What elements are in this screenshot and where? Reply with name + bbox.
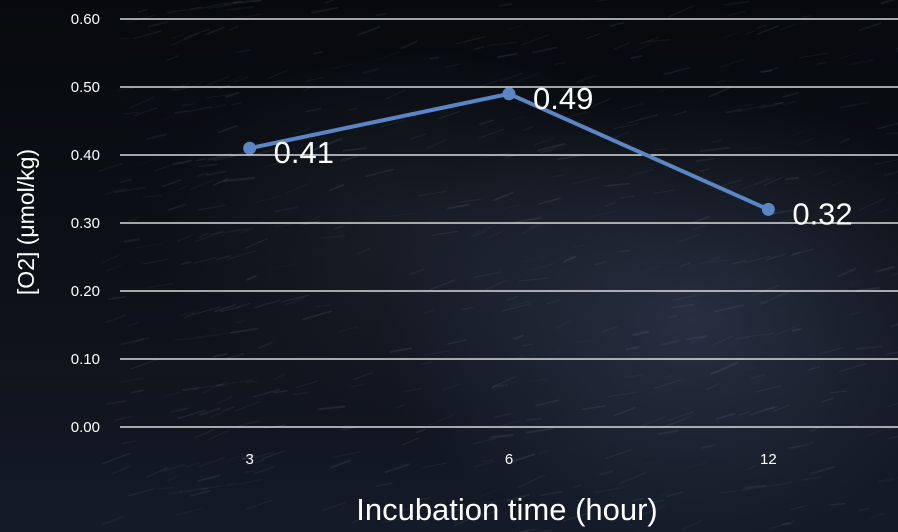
x-tick-label: 6 xyxy=(505,451,513,468)
data-point xyxy=(761,202,775,216)
y-tick-label: 0.10 xyxy=(71,351,100,368)
data-label: 0.32 xyxy=(792,196,852,231)
y-tick-label: 0.20 xyxy=(71,283,100,300)
y-tick-label: 0.50 xyxy=(71,79,100,96)
y-tick-label: 0.00 xyxy=(71,419,100,436)
data-label: 0.41 xyxy=(274,135,334,170)
y-axis-tick-labels: 0.00 0.10 0.20 0.30 0.40 0.50 0.60 xyxy=(71,11,100,436)
y-tick-label: 0.60 xyxy=(71,11,100,28)
data-point xyxy=(502,87,516,101)
x-axis-tick-labels: 3 6 12 xyxy=(245,451,776,468)
data-label: 0.49 xyxy=(533,81,593,116)
data-point xyxy=(243,141,257,155)
y-tick-label: 0.40 xyxy=(71,147,100,164)
x-tick-label: 3 xyxy=(245,451,253,468)
series-group: 0.41 0.49 0.32 xyxy=(243,81,853,231)
y-tick-label: 0.30 xyxy=(71,215,100,232)
y-axis-title: [O2] (μmol/kg) xyxy=(13,149,39,295)
x-tick-label: 12 xyxy=(760,451,777,468)
gridlines xyxy=(120,18,898,428)
x-axis-title: Incubation time (hour) xyxy=(356,492,658,527)
